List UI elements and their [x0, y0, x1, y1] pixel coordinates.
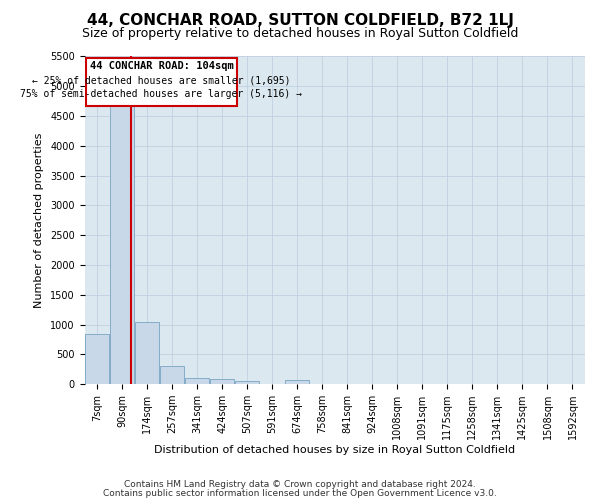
Text: Size of property relative to detached houses in Royal Sutton Coldfield: Size of property relative to detached ho…: [82, 28, 518, 40]
Text: Contains HM Land Registry data © Crown copyright and database right 2024.: Contains HM Land Registry data © Crown c…: [124, 480, 476, 489]
X-axis label: Distribution of detached houses by size in Royal Sutton Coldfield: Distribution of detached houses by size …: [154, 445, 515, 455]
Bar: [210, 380, 234, 384]
Text: ← 25% of detached houses are smaller (1,695): ← 25% of detached houses are smaller (1,…: [32, 75, 291, 85]
Bar: [135, 322, 159, 384]
Bar: [185, 378, 209, 384]
Text: 44 CONCHAR ROAD: 104sqm: 44 CONCHAR ROAD: 104sqm: [89, 61, 233, 71]
Bar: [86, 58, 237, 106]
Y-axis label: Number of detached properties: Number of detached properties: [34, 132, 44, 308]
Text: 44, CONCHAR ROAD, SUTTON COLDFIELD, B72 1LJ: 44, CONCHAR ROAD, SUTTON COLDFIELD, B72 …: [86, 12, 514, 28]
Bar: [160, 366, 184, 384]
Text: Contains public sector information licensed under the Open Government Licence v3: Contains public sector information licen…: [103, 489, 497, 498]
Bar: [235, 381, 259, 384]
Bar: [110, 80, 134, 384]
Bar: [85, 334, 109, 384]
Bar: [286, 380, 309, 384]
Text: 75% of semi-detached houses are larger (5,116) →: 75% of semi-detached houses are larger (…: [20, 89, 302, 99]
